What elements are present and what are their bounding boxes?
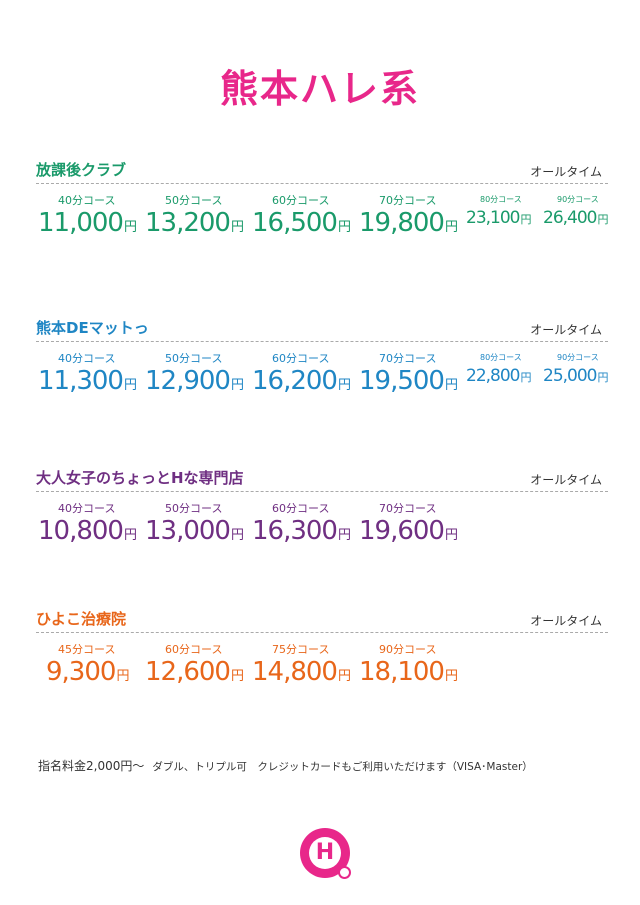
course-price: 19,800円 xyxy=(359,208,458,238)
course-label: 75分コース xyxy=(272,643,330,656)
shop-name: 大人女子のちょっとHな専門店 xyxy=(36,469,244,487)
price-row: 40分コース 11,000円 50分コース 13,200円 60分コース 16,… xyxy=(36,184,608,254)
course-label: 80分コース xyxy=(480,353,522,362)
course-label: 50分コース xyxy=(165,194,223,207)
course-price: 13,000円 xyxy=(145,516,244,546)
course-price: 18,100円 xyxy=(359,657,458,687)
course-label: 40分コース xyxy=(58,194,116,207)
shop-section-houkago: 放課後クラブ オールタイム 40分コース 11,000円 50分コース 13,2… xyxy=(36,156,608,254)
course-price: 22,800円 xyxy=(466,366,531,386)
course-price: 10,800円 xyxy=(38,516,137,546)
price-row: 45分コース 9,300円 60分コース 12,600円 75分コース 14,8… xyxy=(36,633,608,703)
nomination-fee: 指名料金2,000円〜 xyxy=(38,759,145,773)
course-price: 16,300円 xyxy=(252,516,351,546)
section-header: 放課後クラブ オールタイム xyxy=(36,156,608,184)
alltime-label: オールタイム xyxy=(530,473,602,487)
course-price: 11,300円 xyxy=(38,366,137,396)
course-price: 26,400円 xyxy=(543,208,608,228)
course-label: 60分コース xyxy=(165,643,223,656)
course-label: 50分コース xyxy=(165,352,223,365)
course-label: 90分コース xyxy=(557,195,599,204)
shop-name: ひよこ治療院 xyxy=(36,610,127,628)
alltime-label: オールタイム xyxy=(530,323,602,337)
course-label: 60分コース xyxy=(272,352,330,365)
course-label: 80分コース xyxy=(480,195,522,204)
shop-name: 熊本DEマットっ xyxy=(36,319,149,337)
course-price: 23,100円 xyxy=(466,208,531,228)
shop-section-hiyoko: ひよこ治療院 オールタイム 45分コース 9,300円 60分コース 12,60… xyxy=(36,605,608,703)
course-price: 12,600円 xyxy=(145,657,244,687)
course-price: 11,000円 xyxy=(38,208,137,238)
course-label: 60分コース xyxy=(272,502,330,515)
shop-section-mat: 熊本DEマットっ オールタイム 40分コース 11,300円 50分コース 12… xyxy=(36,314,608,412)
course-price: 14,800円 xyxy=(252,657,351,687)
course-label: 70分コース xyxy=(379,502,437,515)
dashed-divider xyxy=(36,183,608,184)
course-price: 19,500円 xyxy=(359,366,458,396)
course-label: 50分コース xyxy=(165,502,223,515)
course-price: 16,200円 xyxy=(252,366,351,396)
dashed-divider xyxy=(36,632,608,633)
course-label: 90分コース xyxy=(379,643,437,656)
dashed-divider xyxy=(36,341,608,342)
payment-notes: ダブル、トリプル可 クレジットカードもご利用いただけます（VISA･Master… xyxy=(152,761,533,773)
course-label: 60分コース xyxy=(272,194,330,207)
course-label: 40分コース xyxy=(58,352,116,365)
footer-notes: 指名料金2,000円〜 ダブル、トリプル可 クレジットカードもご利用いただけます（… xyxy=(38,757,533,774)
course-label: 70分コース xyxy=(379,194,437,207)
course-label: 90分コース xyxy=(557,353,599,362)
course-price: 12,900円 xyxy=(145,366,244,396)
course-price: 19,600円 xyxy=(359,516,458,546)
alltime-label: オールタイム xyxy=(530,165,602,179)
shop-section-otona: 大人女子のちょっとHな専門店 オールタイム 40分コース 10,800円 50分… xyxy=(36,464,608,562)
dashed-divider xyxy=(36,491,608,492)
logo-letter: H xyxy=(309,837,341,869)
page-title: 熊本ハレ系 xyxy=(219,67,420,111)
section-header: 熊本DEマットっ オールタイム xyxy=(36,314,608,342)
course-label: 40分コース xyxy=(58,502,116,515)
alltime-label: オールタイム xyxy=(530,614,602,628)
price-row: 40分コース 11,300円 50分コース 12,900円 60分コース 16,… xyxy=(36,342,608,412)
course-price: 25,000円 xyxy=(543,366,608,386)
section-header: 大人女子のちょっとHな専門店 オールタイム xyxy=(36,464,608,492)
course-label: 45分コース xyxy=(58,643,116,656)
course-price: 9,300円 xyxy=(46,657,129,687)
section-header: ひよこ治療院 オールタイム xyxy=(36,605,608,633)
course-price: 16,500円 xyxy=(252,208,351,238)
course-price: 13,200円 xyxy=(145,208,244,238)
logo-dot xyxy=(338,866,351,879)
course-label: 70分コース xyxy=(379,352,437,365)
price-row: 40分コース 10,800円 50分コース 13,000円 60分コース 16,… xyxy=(36,492,608,562)
brand-logo: H xyxy=(300,828,351,879)
shop-name: 放課後クラブ xyxy=(36,161,127,179)
